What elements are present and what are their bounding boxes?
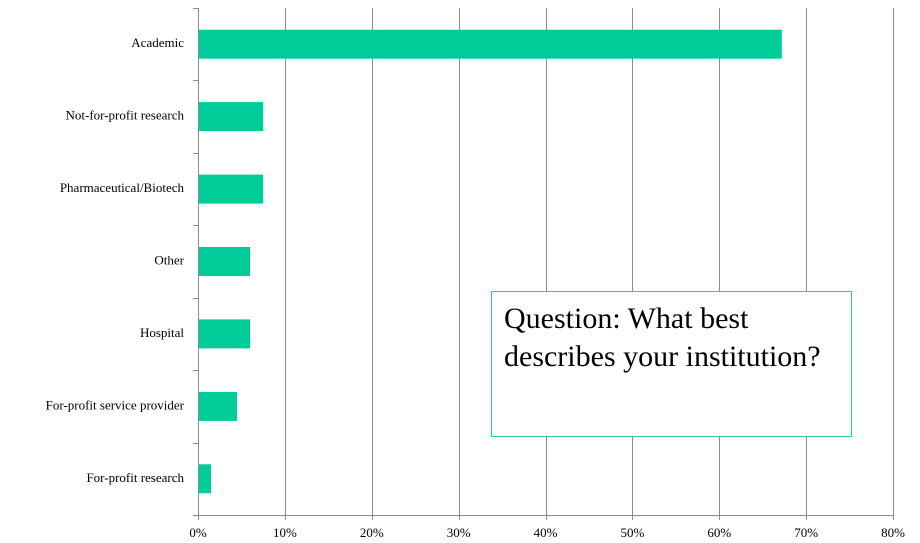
bar	[198, 102, 264, 132]
question-annotation: Question: What best describes your insti…	[491, 291, 852, 437]
bar	[198, 174, 264, 204]
bar	[198, 391, 238, 421]
gridlines	[285, 8, 894, 515]
bar	[198, 29, 782, 59]
x-tick-label: 80%	[881, 525, 905, 540]
bar	[198, 319, 251, 349]
bars	[198, 29, 782, 494]
category-label: Hospital	[140, 325, 184, 340]
bar	[198, 247, 251, 276]
x-tick-label: 70%	[794, 525, 818, 540]
axes	[193, 8, 894, 520]
category-label: Academic	[131, 35, 184, 50]
x-tick-label: 20%	[360, 525, 384, 540]
bar	[198, 464, 211, 494]
category-labels: Academic Not-for-profit research Pharmaceu…	[46, 35, 185, 485]
category-label: Other	[154, 252, 184, 267]
x-tick-label: 40%	[534, 525, 558, 540]
x-tick-labels: 0% 10% 20% 30% 40% 50% 60% 70% 80%	[189, 525, 905, 540]
x-tick-label: 60%	[707, 525, 731, 540]
x-tick-label: 50%	[620, 525, 644, 540]
x-tick-label: 30%	[447, 525, 471, 540]
question-text: Question: What best describes your insti…	[504, 302, 821, 373]
category-label: For-profit research	[86, 470, 184, 485]
category-label: Not-for-profit research	[66, 108, 185, 123]
x-tick-label: 10%	[273, 525, 297, 540]
category-label: Pharmaceutical/Biotech	[60, 180, 185, 195]
category-label: For-profit service provider	[46, 397, 185, 412]
x-tick-label: 0%	[189, 525, 207, 540]
